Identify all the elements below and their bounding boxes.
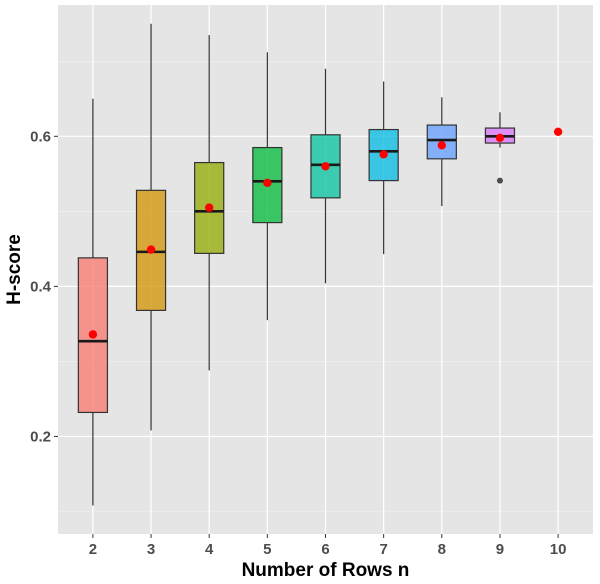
x-tick-label: 5 bbox=[263, 541, 271, 558]
box-body bbox=[368, 128, 399, 182]
mean-point bbox=[204, 203, 214, 212]
y-tick-label: 0.6 bbox=[30, 128, 51, 145]
box-group-n-5 bbox=[252, 52, 283, 321]
box-group-n-9 bbox=[484, 112, 516, 184]
box-group-n-7 bbox=[368, 81, 399, 255]
y-tick-label: 0.2 bbox=[30, 428, 51, 445]
box-series bbox=[77, 23, 563, 506]
box-group-n-4 bbox=[194, 35, 225, 371]
x-axis-title: Number of Rows n bbox=[242, 560, 410, 581]
x-tick-label: 3 bbox=[147, 541, 155, 558]
x-tick-label: 10 bbox=[550, 541, 567, 558]
mean-point bbox=[263, 178, 272, 188]
box-body bbox=[77, 257, 109, 414]
x-tick-label: 2 bbox=[89, 541, 97, 558]
y-axis-title: H-score bbox=[4, 234, 25, 305]
box-group-n-8 bbox=[426, 97, 457, 207]
x-tick-label: 4 bbox=[205, 541, 214, 558]
y-axis: 0.2 0.4 0.6 bbox=[30, 128, 58, 445]
y-tick-label: 0.4 bbox=[30, 278, 52, 295]
x-tick-label: 9 bbox=[496, 541, 504, 558]
x-tick-label: 8 bbox=[438, 541, 446, 558]
box-group-n-3 bbox=[135, 23, 167, 431]
mean-point bbox=[88, 330, 98, 339]
mean-point bbox=[437, 141, 447, 150]
mean-point bbox=[495, 133, 505, 143]
x-tick-label: 7 bbox=[379, 541, 387, 558]
outlier-point bbox=[496, 177, 503, 184]
mean-point bbox=[553, 127, 563, 137]
mean-point bbox=[321, 162, 330, 171]
x-axis: 2 3 4 5 6 7 8 9 10 bbox=[89, 534, 567, 558]
box-group-n-10 bbox=[553, 127, 563, 137]
x-tick-label: 6 bbox=[321, 541, 329, 558]
mean-point bbox=[379, 150, 388, 159]
box-group-n-6 bbox=[310, 68, 341, 284]
mean-point bbox=[146, 245, 156, 254]
box-group-n-2 bbox=[77, 98, 109, 506]
